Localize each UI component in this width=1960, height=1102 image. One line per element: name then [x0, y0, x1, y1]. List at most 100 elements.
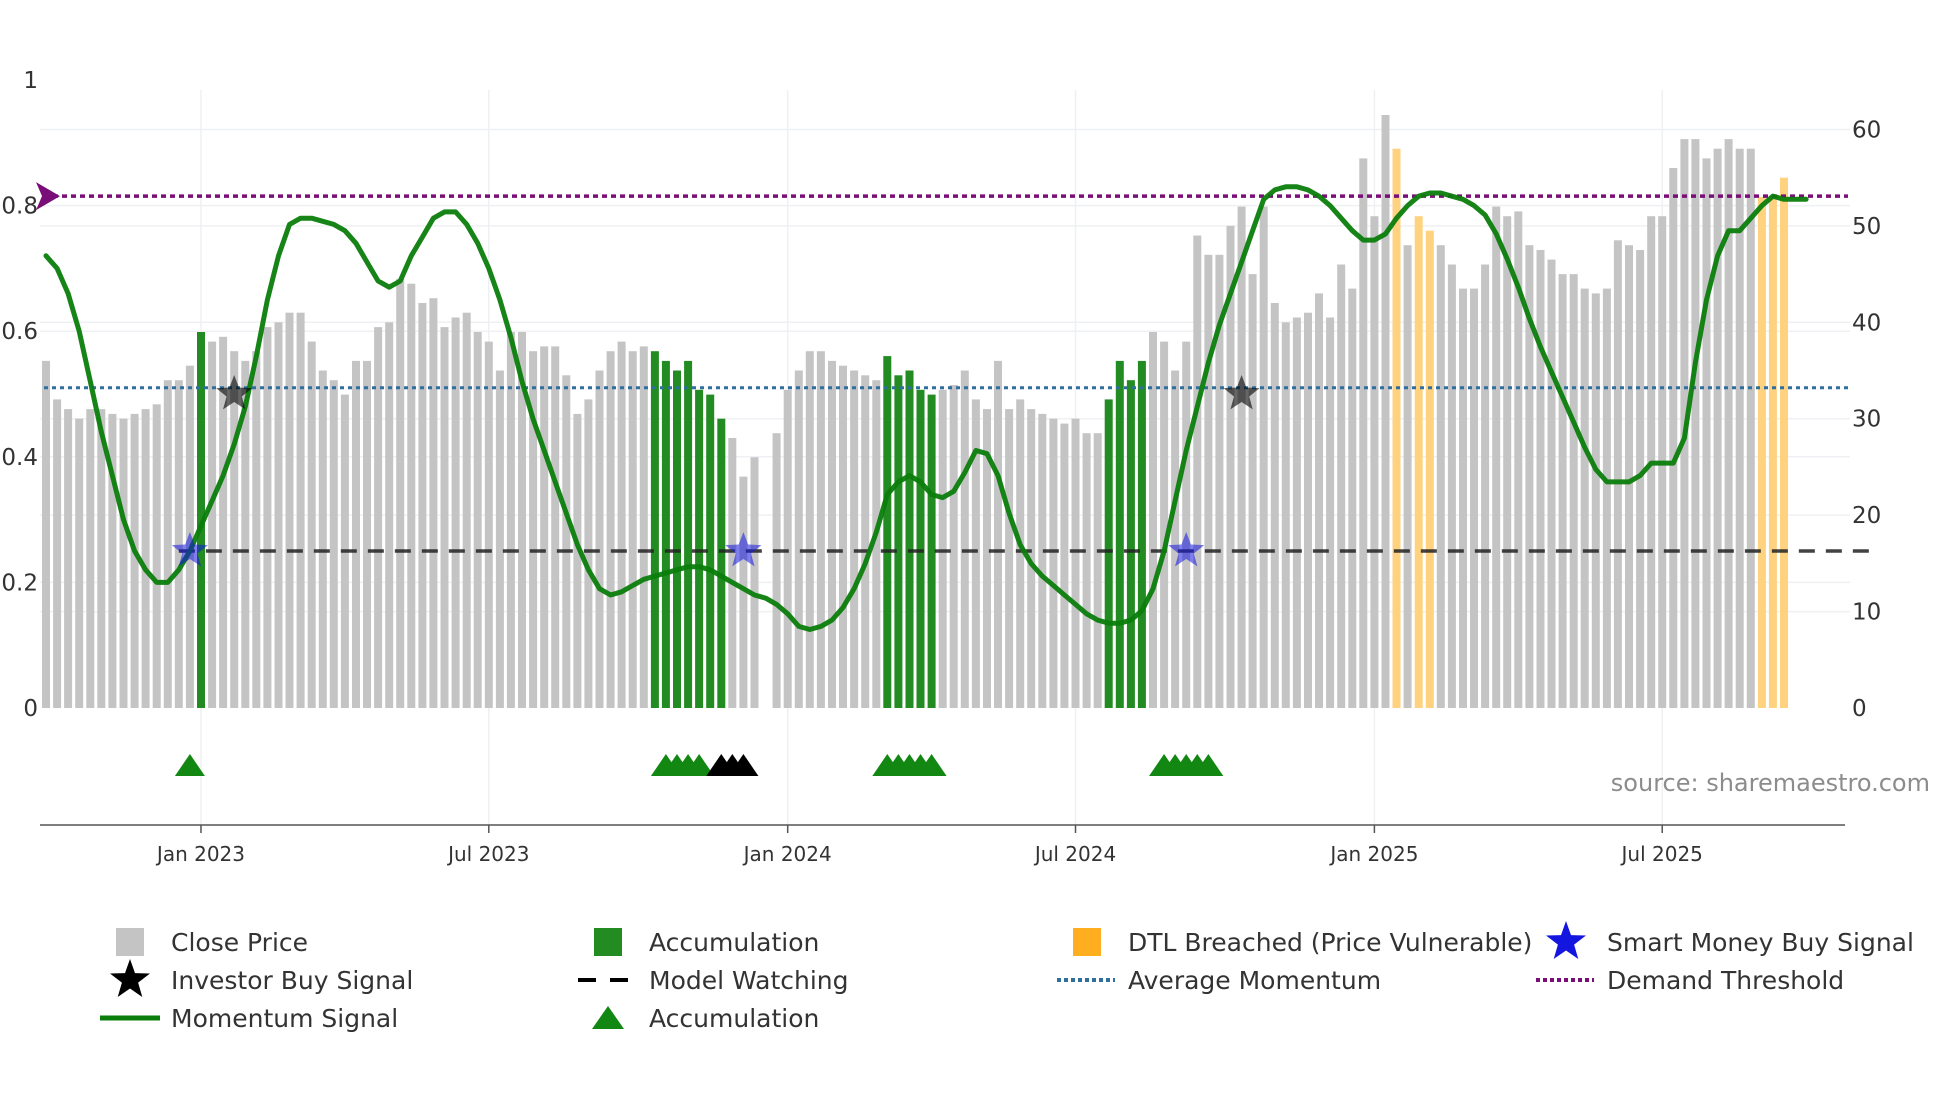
close-price-bar — [1447, 264, 1456, 708]
accumulation-bar — [1115, 360, 1124, 708]
accumulation-bar — [916, 389, 925, 708]
close-price-bar — [606, 351, 615, 708]
close-price-bar — [1492, 206, 1501, 708]
accumulation-bar — [717, 418, 726, 708]
close-price-bar — [1259, 206, 1268, 708]
legend-label: Smart Money Buy Signal — [1607, 928, 1914, 957]
close-price-bar — [1536, 250, 1545, 708]
smart-money-star-icon — [1168, 532, 1205, 567]
accumulation-bar — [695, 389, 704, 708]
legend-label: Average Momentum — [1128, 966, 1381, 995]
demand-threshold-marker — [36, 182, 60, 211]
close-price-bar — [1204, 254, 1213, 709]
legend-label: Close Price — [171, 928, 308, 957]
close-price-bar — [1503, 216, 1512, 708]
close-price-bar — [1569, 274, 1578, 708]
accumulation-bar — [894, 375, 903, 708]
close-price-bar — [1237, 206, 1246, 708]
close-price-bar — [839, 365, 847, 708]
smart-money-star-icon — [725, 532, 762, 567]
investor-star-icon — [216, 375, 253, 410]
close-price-bar — [1470, 288, 1478, 708]
close-price-bar — [296, 312, 305, 708]
left-tick-label: 0.8 — [1, 194, 38, 220]
legend-item: Close Price — [116, 928, 308, 957]
close-price-bar — [75, 418, 84, 708]
close-price-bar — [1746, 148, 1755, 708]
accumulation-bar — [684, 360, 693, 708]
close-price-bar — [1370, 216, 1379, 708]
close-price-bar — [1060, 423, 1069, 708]
close-price-bar — [1547, 259, 1556, 708]
close-price-bar — [816, 351, 825, 708]
close-price-bar — [1625, 245, 1633, 708]
close-price-bar — [418, 303, 427, 708]
accumulation-bar — [1126, 380, 1135, 708]
close-price-bar — [1558, 274, 1567, 708]
right-tick-label: 40 — [1852, 310, 1881, 336]
close-price-bar — [1359, 158, 1368, 708]
close-price-bar — [1160, 341, 1169, 708]
close-price-bar — [163, 380, 172, 708]
right-tick-label: 20 — [1852, 503, 1881, 529]
accumulation-bar — [673, 370, 681, 708]
left-tick-label: 0.4 — [1, 445, 38, 471]
close-price-bar — [949, 385, 958, 708]
close-price-bar — [739, 476, 748, 708]
close-price-bar — [53, 399, 62, 708]
close-price-bar — [1735, 148, 1744, 708]
bar-series — [42, 115, 1788, 709]
close-price-bar — [318, 370, 327, 708]
close-price-bar — [1215, 254, 1224, 709]
close-price-bar — [307, 341, 316, 708]
close-price-bar — [628, 351, 637, 708]
close-price-bar — [1525, 245, 1534, 708]
accumulation-bar — [927, 394, 936, 708]
close-price-bar — [396, 278, 405, 708]
close-price-bar — [1337, 264, 1346, 708]
close-price-bar — [429, 298, 438, 708]
close-price-bar — [772, 433, 781, 708]
close-price-bar — [1348, 288, 1357, 708]
close-price-bar — [1093, 433, 1102, 708]
close-price-bar — [219, 336, 228, 708]
x-tick-label: Jul 2024 — [1033, 842, 1116, 866]
close-price-bar — [1005, 409, 1014, 708]
close-price-bar — [1459, 288, 1467, 708]
accumulation-triangle-icon — [174, 754, 205, 776]
accumulation-triangle-icon — [916, 754, 947, 776]
close-price-bar — [1514, 211, 1523, 708]
close-price-bar — [462, 312, 471, 708]
close-price-bar — [1193, 235, 1202, 708]
dtl-bar — [1414, 216, 1423, 708]
accumulation-triangle-icon — [728, 754, 759, 776]
close-price-bar — [595, 370, 604, 708]
left-tick-label: 0 — [23, 696, 38, 722]
right-tick-label: 50 — [1852, 214, 1881, 240]
signal-markers — [171, 375, 1260, 776]
close-price-bar — [1248, 274, 1257, 708]
close-price-bar — [1292, 317, 1301, 708]
close-price-bar — [1281, 322, 1290, 708]
x-tick-label: Jan 2024 — [742, 842, 832, 866]
right-tick-label: 60 — [1852, 117, 1881, 143]
close-price-bar — [352, 360, 360, 708]
close-price-bar — [97, 409, 106, 708]
legend-label: DTL Breached (Price Vulnerable) — [1128, 928, 1532, 957]
x-tick-label: Jan 2023 — [155, 842, 245, 866]
close-price-bar — [518, 332, 526, 708]
legend-square-icon — [594, 928, 622, 956]
close-price-bar — [728, 438, 737, 708]
close-price-bar — [639, 346, 648, 708]
accumulation-triangle-icon — [684, 754, 715, 776]
close-price-bar — [1049, 418, 1058, 708]
accumulation-bar — [883, 356, 892, 708]
x-tick-label: Jul 2023 — [446, 842, 529, 866]
legend-item: Accumulation — [592, 1004, 819, 1033]
close-price-bar — [440, 327, 449, 708]
close-price-bar — [584, 399, 593, 708]
close-price-bar — [230, 351, 239, 708]
close-price-bar — [783, 389, 792, 708]
